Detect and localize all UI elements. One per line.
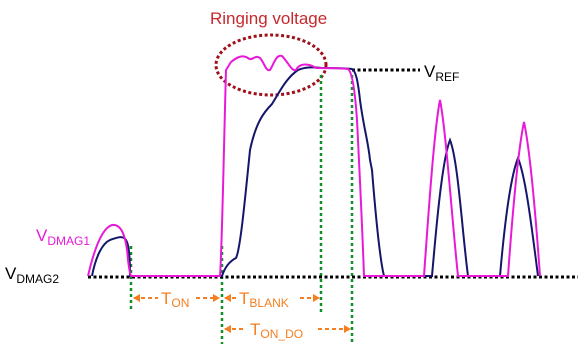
vref-label-sub: REF <box>435 70 459 84</box>
ton-label: TON <box>161 289 189 310</box>
vdmag2-label: VDMAG2 <box>5 264 59 286</box>
vdmag1-label: VDMAG1 <box>36 226 90 248</box>
ton-arrowhead-left <box>133 294 140 302</box>
tondo-arrowhead-right <box>344 325 351 333</box>
timing-guide-lines <box>129 75 354 344</box>
diagram-title: Ringing voltage <box>210 9 327 28</box>
tblank-arrowhead-left <box>224 294 231 302</box>
vref-label-main: V <box>424 62 436 81</box>
vdmag1-waveform <box>87 54 541 277</box>
timing-arrow-heads <box>133 294 351 333</box>
tondo-label: TON_DO <box>250 320 303 341</box>
ringing-region-ellipse <box>214 33 328 97</box>
tblank-label-sub: BLANK <box>249 296 288 310</box>
ton-label-main: T <box>161 289 171 308</box>
vdmag2-label-sub: DMAG2 <box>16 272 59 286</box>
ton-arrowhead-right <box>213 294 220 302</box>
tondo-arrowhead-left <box>224 325 231 333</box>
vdmag2-label-main: V <box>5 264 17 283</box>
vdmag2-waveform <box>91 66 539 277</box>
tblank-label: TBLANK <box>239 289 289 310</box>
vdmag1-label-sub: DMAG1 <box>47 234 90 248</box>
ton-label-sub: ON <box>171 296 189 310</box>
tondo-label-sub: ON_DO <box>260 327 303 341</box>
vdmag1-label-main: V <box>36 226 48 245</box>
vref-label: VREF <box>424 62 459 84</box>
tondo-label-main: T <box>250 320 260 339</box>
tblank-arrowhead-right <box>313 294 320 302</box>
tblank-label-main: T <box>239 289 249 308</box>
